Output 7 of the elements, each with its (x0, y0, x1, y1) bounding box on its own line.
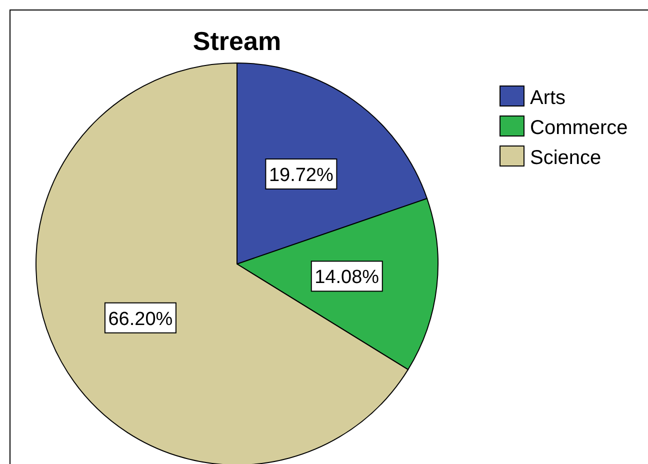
legend-label: Science (530, 147, 602, 169)
chart-title: Stream (192, 26, 282, 56)
legend-label: Commerce (530, 117, 628, 139)
data-label: 19.72% (268, 164, 334, 186)
data-label: 14.08% (314, 267, 380, 288)
legend-label: Arts (530, 87, 566, 109)
data-label: 66.20% (108, 308, 173, 330)
